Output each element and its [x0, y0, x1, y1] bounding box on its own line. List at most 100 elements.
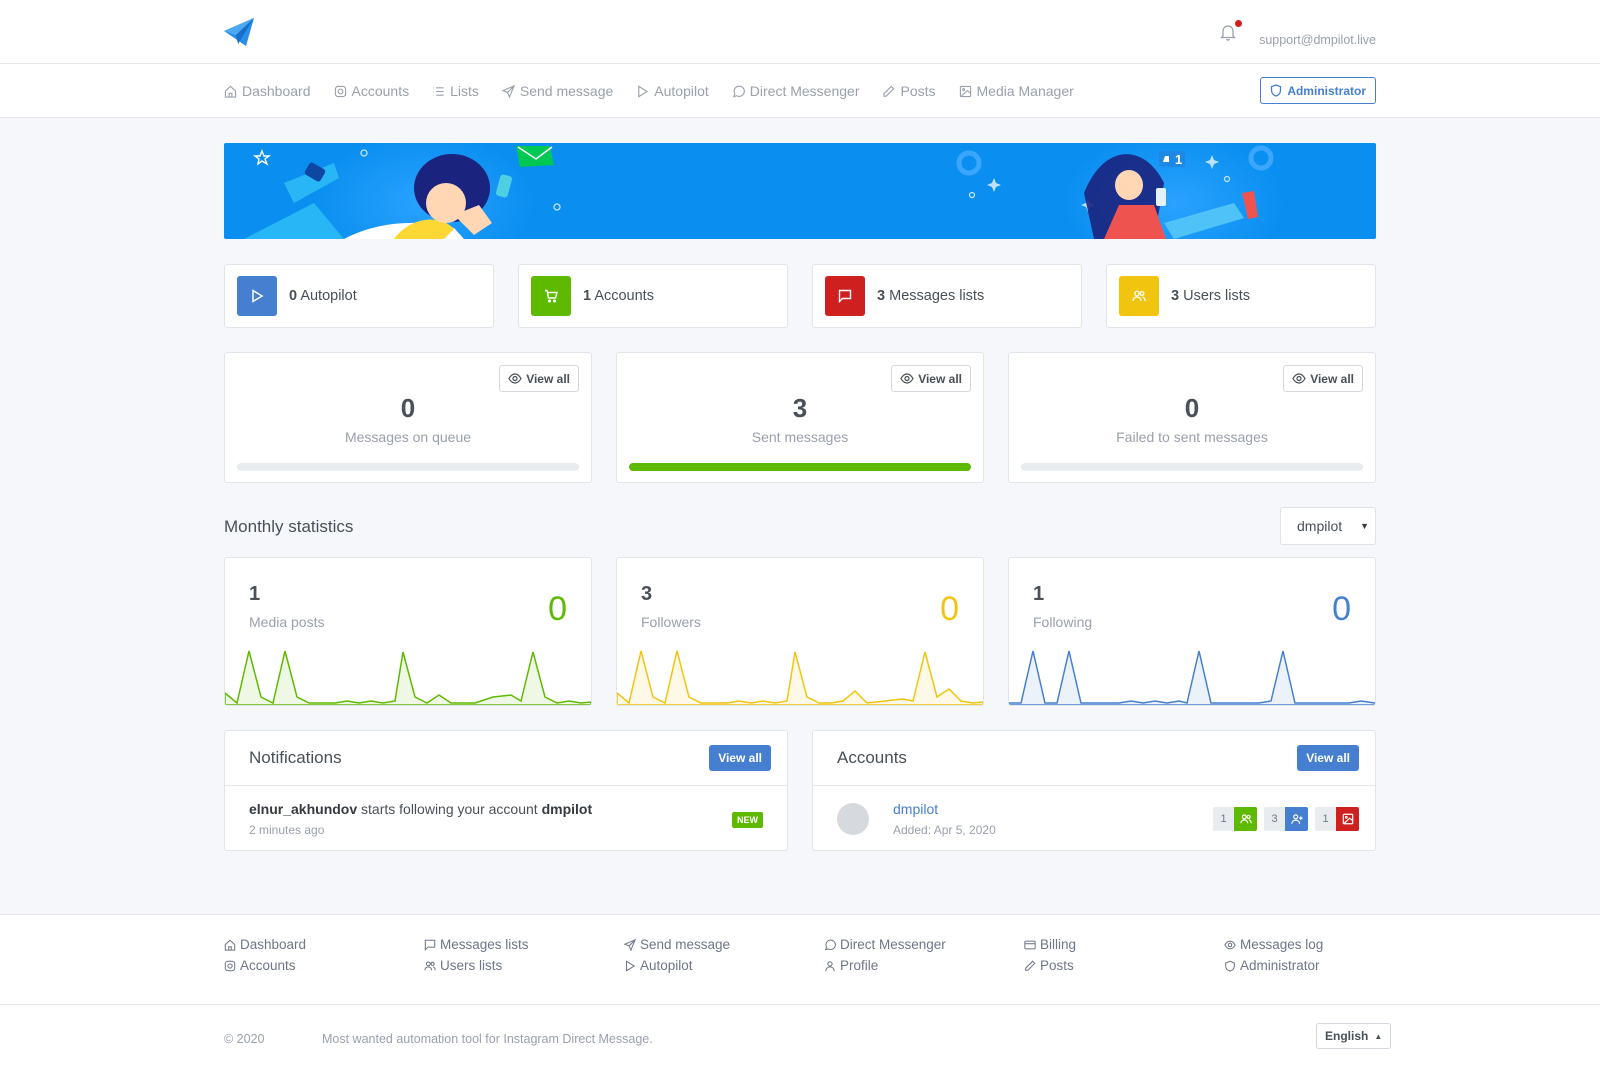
notification-dot: [1235, 20, 1242, 27]
user-icon: [825, 960, 835, 971]
send-icon: [624, 938, 636, 951]
message-square-icon: [424, 939, 436, 951]
nav-dashboard[interactable]: Dashboard: [224, 83, 311, 99]
accounts-card[interactable]: 1 Accounts: [518, 264, 788, 328]
message-status-cards: View all 0 Messages on queue View all 3 …: [224, 352, 1376, 483]
following-card: 1 Following 0: [1008, 557, 1376, 706]
users-icon: [424, 960, 436, 970]
caret-down-icon: ▼: [1360, 521, 1369, 531]
administrator-button[interactable]: Administrator: [1260, 77, 1376, 104]
notification-item[interactable]: elnur_akhundov starts following your acc…: [249, 801, 592, 817]
eye-icon: [1224, 940, 1236, 949]
sent-card: View all 3 Sent messages: [616, 352, 984, 483]
footer-column: Send message Autopilot: [624, 934, 824, 976]
footer-link-users-lists[interactable]: Users lists: [424, 955, 624, 976]
notification-time: 2 minutes ago: [249, 823, 325, 837]
nav-direct-messenger[interactable]: Direct Messenger: [732, 83, 859, 99]
failed-progress-bar: [1021, 463, 1363, 471]
bell-icon[interactable]: [1220, 23, 1236, 41]
queue-label: Messages on queue: [344, 429, 472, 445]
messages-lists-card[interactable]: 3 Messages lists: [812, 264, 1082, 328]
notification-account[interactable]: dmpilot: [541, 801, 593, 817]
footer-link-send-message[interactable]: Send message: [624, 934, 824, 955]
avatar: [837, 803, 869, 835]
message-circle-icon: [732, 85, 745, 97]
accounts-view-all-button[interactable]: View all: [1297, 745, 1359, 771]
nav-send-message[interactable]: Send message: [501, 83, 613, 99]
footer-bottom: © 2020 Most wanted automation tool for I…: [0, 1005, 1600, 1071]
instagram-icon: [224, 960, 236, 971]
top-header: support@dmpilot.live: [0, 0, 1600, 64]
sent-view-all-button[interactable]: View all: [891, 365, 971, 392]
notifications-view-all-button[interactable]: View all: [709, 745, 771, 771]
users-icon: [1132, 290, 1146, 302]
accounts-panel-title: Accounts: [837, 748, 907, 767]
followers-big-number: 0: [940, 590, 959, 628]
footer-link-accounts[interactable]: Accounts: [224, 955, 424, 976]
footer-link-billing[interactable]: Billing: [1024, 934, 1224, 955]
footer-link-dashboard[interactable]: Dashboard: [224, 934, 424, 955]
list-icon: [433, 86, 444, 96]
footer-column: Messages lists Users lists: [424, 934, 624, 976]
account-name-link[interactable]: dmpilot: [893, 801, 939, 817]
play-icon: [638, 84, 649, 98]
instagram-icon: [334, 85, 346, 97]
followers-label: Followers: [641, 614, 701, 630]
home-icon: [224, 85, 237, 98]
footer-column: Billing Posts: [1024, 934, 1224, 976]
footer-link-posts[interactable]: Posts: [1024, 955, 1224, 976]
account-select[interactable]: dmpilot ▼: [1280, 507, 1376, 545]
failed-value: 0: [1184, 393, 1200, 423]
footer-link-administrator[interactable]: Administrator: [1224, 955, 1424, 976]
footer-link-autopilot[interactable]: Autopilot: [624, 955, 824, 976]
send-icon: [501, 84, 515, 98]
new-badge: NEW: [732, 812, 763, 828]
autopilot-card[interactable]: 0 Autopilot: [224, 264, 494, 328]
autopilot-label: Autopilot: [300, 288, 357, 304]
nav-media-manager[interactable]: Media Manager: [959, 83, 1074, 99]
footer-link-direct-messenger[interactable]: Direct Messenger: [824, 934, 1024, 955]
media-posts-value: 1: [249, 583, 261, 605]
user-email[interactable]: support@dmpilot.live: [1259, 33, 1376, 47]
main-nav: Dashboard Accounts Lists Send message Au…: [0, 64, 1600, 118]
summary-cards: 0 Autopilot 1 Accounts 3 Messages lists …: [224, 264, 1376, 328]
nav-accounts[interactable]: Accounts: [334, 83, 409, 99]
nav-posts[interactable]: Posts: [882, 83, 936, 99]
account-added-date: Added: Apr 5, 2020: [893, 823, 996, 837]
footer-column: Dashboard Accounts: [224, 934, 424, 976]
pencil-icon: [1025, 960, 1036, 971]
users-lists-count: 3: [1171, 288, 1180, 304]
message-circle-icon: [824, 939, 836, 951]
hero-banner: 1: [224, 143, 1376, 239]
footer-link-profile[interactable]: Profile: [824, 955, 1024, 976]
notifications-panel: Notifications View all elnur_akhundov st…: [224, 730, 788, 851]
users-lists-card[interactable]: 3 Users lists: [1106, 264, 1376, 328]
failed-view-all-button[interactable]: View all: [1283, 365, 1363, 392]
language-dropdown[interactable]: English ▲: [1316, 1023, 1392, 1049]
accounts-icon-box: [531, 276, 571, 316]
notification-user[interactable]: elnur_akhundov: [249, 801, 358, 817]
sent-progress-fill: [629, 463, 971, 471]
autopilot-count: 0: [289, 288, 298, 304]
nav-lists[interactable]: Lists: [432, 83, 479, 99]
bottom-panels: Notifications View all elnur_akhundov st…: [224, 730, 1376, 851]
footer-link-messages-lists[interactable]: Messages lists: [424, 934, 624, 955]
nav-autopilot[interactable]: Autopilot: [636, 83, 709, 99]
monthly-title: Monthly statistics: [224, 517, 354, 536]
eye-icon: [900, 373, 914, 384]
footer-link-messages-log[interactable]: Messages log: [1224, 934, 1424, 955]
queue-progress-bar: [237, 463, 579, 471]
paper-plane-logo-icon[interactable]: [224, 18, 254, 46]
caret-up-icon: ▲: [1374, 1031, 1383, 1041]
media-posts-label: Media posts: [249, 614, 325, 630]
following-sparkline: [1009, 650, 1375, 705]
image-icon: [1342, 813, 1353, 825]
play-icon: [626, 959, 636, 972]
messages-lists-count: 3: [877, 288, 886, 304]
sent-value: 3: [792, 393, 808, 423]
media-posts-big-number: 0: [548, 590, 567, 628]
accounts-count: 1: [583, 288, 592, 304]
notifications-title: Notifications: [249, 748, 342, 767]
notification-text: starts following your account: [357, 801, 542, 817]
queue-view-all-button[interactable]: View all: [499, 365, 579, 392]
